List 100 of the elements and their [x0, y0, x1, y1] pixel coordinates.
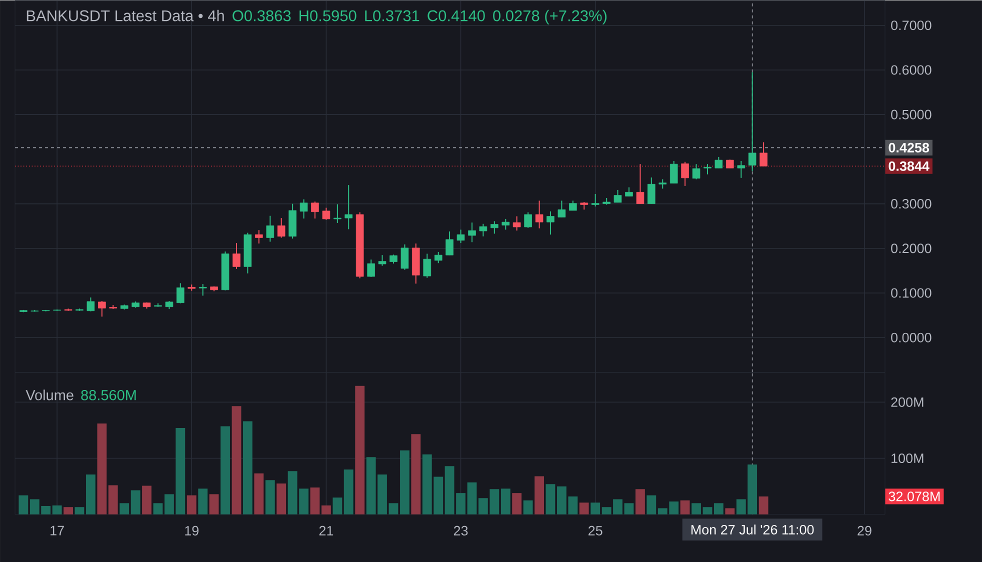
candlestick — [524, 212, 532, 228]
candlestick — [591, 193, 600, 207]
candlestick — [300, 198, 308, 219]
y-tick-label: 0.1000 — [891, 288, 932, 298]
candlestick — [434, 251, 442, 264]
candlestick — [535, 200, 544, 229]
candlestick — [692, 163, 700, 180]
candlestick — [198, 283, 207, 296]
bar — [702, 506, 712, 514]
candlestick — [670, 160, 678, 184]
ref-line-label: 0.3844 — [888, 161, 930, 171]
candlestick — [658, 178, 667, 189]
candlestick — [558, 200, 566, 218]
bar — [232, 406, 242, 514]
bar — [64, 506, 74, 514]
y-tick-label: 0.7000 — [891, 20, 932, 30]
bar — [411, 434, 421, 514]
candlestick — [400, 244, 409, 270]
candlestick — [378, 254, 386, 266]
y-tick-label: 0.2000 — [891, 243, 932, 253]
bar — [18, 495, 28, 514]
bar — [97, 423, 107, 514]
annotation: 88.560M — [81, 390, 136, 400]
bar — [142, 486, 152, 514]
y-tick-label: 200M — [891, 397, 924, 407]
y-tick-label: 0.0000 — [891, 332, 932, 342]
x-tick-label: 21 — [319, 526, 334, 536]
bar — [153, 502, 163, 514]
candlestick — [468, 222, 476, 242]
bar — [680, 500, 690, 514]
x-tick-label: 17 — [50, 526, 64, 536]
bar — [725, 508, 735, 514]
candlestick — [446, 230, 454, 256]
annotation: C0.4140 — [428, 10, 485, 22]
bar — [692, 502, 701, 514]
candlestick — [490, 220, 498, 234]
candlestick — [266, 215, 274, 242]
x-tick-label: 29 — [858, 526, 872, 536]
candlestick — [86, 296, 95, 312]
candlestick — [367, 258, 375, 278]
bar — [332, 497, 342, 514]
bar — [500, 488, 510, 514]
bar — [120, 502, 130, 514]
y-tick-label: 0.3000 — [891, 198, 932, 208]
bar — [624, 502, 634, 514]
bar — [534, 476, 544, 514]
y-tick-label: 0.5000 — [891, 110, 932, 120]
bar — [209, 494, 219, 514]
bar — [321, 505, 331, 514]
candlestick — [546, 210, 554, 235]
bar — [186, 495, 196, 514]
annotation: O0.3863 — [232, 10, 291, 22]
bar — [456, 492, 466, 514]
candlestick — [714, 156, 723, 168]
candlestick — [647, 176, 656, 204]
bar — [130, 490, 140, 514]
chart-title: BANKUSDT Latest Data • 4h — [26, 10, 224, 22]
annotation: L0.3731 — [365, 10, 420, 22]
x-tick-label: 23 — [454, 526, 468, 536]
candlestick — [737, 160, 746, 178]
bar — [242, 421, 252, 514]
bar — [108, 485, 118, 514]
bar — [546, 484, 556, 514]
bar — [512, 492, 522, 514]
candlestick — [456, 228, 465, 244]
y-tick-label: 0.6000 — [891, 65, 932, 75]
candlestick — [344, 184, 353, 230]
bar — [444, 466, 454, 514]
candlestick — [423, 253, 432, 278]
x-tick-label: 19 — [185, 526, 198, 536]
bar — [355, 386, 365, 514]
candlestick — [569, 200, 577, 211]
bar — [758, 496, 768, 514]
bar — [646, 495, 656, 514]
bar — [636, 488, 645, 514]
annotation: H0.5950 — [300, 10, 356, 22]
candlestick — [614, 189, 622, 203]
ref-line-label: Mon 27 Jul '26 11:00 — [691, 524, 814, 534]
bar — [276, 483, 286, 514]
text: Volume — [26, 389, 74, 400]
candlestick — [98, 300, 106, 317]
bar — [590, 502, 600, 514]
bar — [388, 502, 398, 514]
candlestick — [232, 242, 240, 270]
candlestick — [502, 218, 510, 230]
bar — [523, 500, 533, 514]
bar — [265, 480, 275, 514]
bar — [86, 474, 96, 514]
bar — [74, 506, 84, 514]
bar — [400, 450, 410, 514]
bar — [344, 469, 354, 514]
candlestick — [277, 217, 286, 238]
candlestick — [704, 163, 712, 175]
x-tick-label: 25 — [588, 526, 602, 536]
bar — [467, 482, 477, 514]
bar — [220, 426, 230, 514]
bar — [714, 502, 724, 514]
candlestick — [748, 72, 756, 172]
text: 32.078M — [888, 491, 940, 502]
candlestick — [176, 282, 184, 304]
